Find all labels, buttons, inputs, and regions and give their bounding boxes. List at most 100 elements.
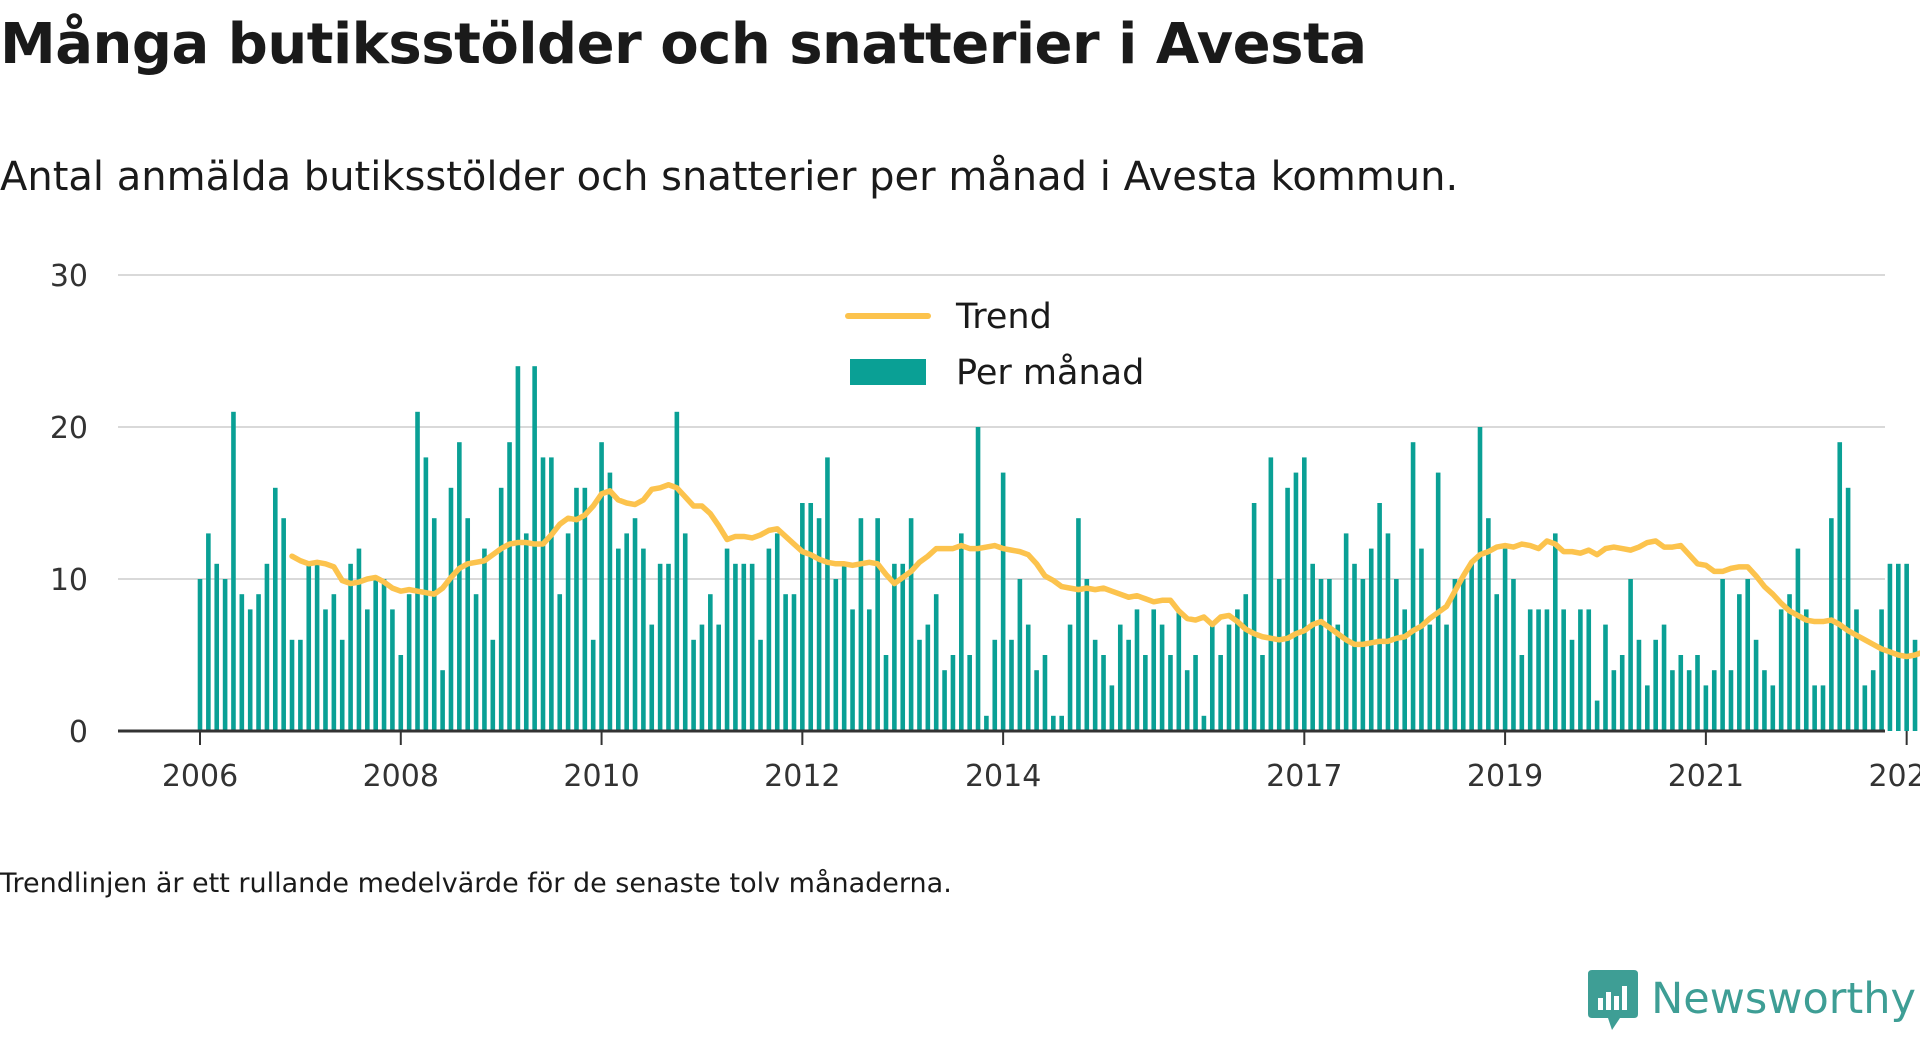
bar: [1795, 548, 1801, 731]
bar: [1360, 579, 1366, 731]
bar: [1829, 518, 1834, 731]
bar: [1009, 639, 1014, 731]
bar: [783, 594, 788, 731]
bar: [1243, 594, 1249, 731]
bar: [1109, 685, 1115, 731]
bar: [1092, 639, 1098, 731]
bar: [841, 563, 847, 731]
y-tick-label: 0: [69, 715, 88, 750]
bar: [1879, 609, 1884, 731]
bar: [1552, 533, 1558, 731]
bar: [1502, 548, 1508, 731]
bar: [1469, 563, 1474, 731]
bar: [1854, 609, 1859, 731]
bar: [532, 366, 537, 731]
bar: [1896, 563, 1901, 731]
bar: [557, 594, 563, 731]
bar: [674, 411, 680, 731]
bar: [1260, 655, 1265, 731]
bar: [1193, 655, 1198, 731]
bar: [1711, 670, 1717, 731]
bar: [1017, 579, 1023, 731]
bar: [440, 670, 445, 731]
bar: [272, 487, 278, 731]
bar: [749, 563, 755, 731]
bar: [398, 655, 404, 731]
bar: [1645, 685, 1650, 731]
chart-area: 0 10 20 30 2006 2008 2010 2012 2014 2017 2019 2021 2…: [50, 259, 1920, 794]
bar: [1737, 594, 1742, 731]
bar: [1812, 685, 1817, 731]
bar: [1168, 655, 1173, 731]
legend: Trend Per månad: [845, 297, 1144, 393]
bar: [1778, 609, 1784, 731]
x-tick-label: 2014: [965, 759, 1041, 794]
bar: [1519, 655, 1525, 731]
bar: [866, 609, 872, 731]
bar: [774, 533, 780, 731]
footnote: Trendlinjen är ett rullande medelvärde f…: [0, 868, 952, 899]
bar: [1226, 624, 1232, 731]
bar: [1561, 609, 1566, 731]
y-tick-label: 20: [50, 411, 88, 446]
bar: [490, 639, 496, 731]
bar: [607, 472, 613, 731]
bar: [1143, 655, 1148, 731]
bar: [1034, 670, 1039, 731]
bar: [1619, 655, 1625, 731]
bar: [666, 563, 671, 731]
bar: [431, 518, 437, 731]
bar: [808, 503, 814, 731]
x-tick-label: 2012: [764, 759, 840, 794]
bar: [1076, 518, 1081, 731]
trend-line: [289, 482, 1920, 660]
bar: [624, 533, 629, 731]
bar: [657, 563, 663, 731]
bar: [1678, 655, 1684, 731]
bar: [1762, 670, 1767, 731]
x-tick-label: 2008: [363, 759, 439, 794]
bar: [1201, 715, 1207, 731]
bar: [1000, 472, 1006, 731]
bar: [766, 548, 772, 731]
bar: [498, 487, 504, 731]
bar: [1728, 670, 1734, 731]
bar: [1636, 639, 1642, 731]
x-tick-label: 2021: [1668, 759, 1744, 794]
bar: [1327, 579, 1332, 731]
bar: [365, 609, 370, 731]
bar: [1611, 670, 1617, 731]
chart-title: Många butiksstölder och snatterier i Ave…: [0, 12, 1367, 77]
bar: [892, 563, 897, 731]
bar: [1511, 579, 1516, 731]
bar: [339, 639, 345, 731]
bar: [1276, 579, 1282, 731]
bar: [1184, 670, 1190, 731]
bar: [457, 442, 462, 731]
bar: [1318, 579, 1324, 731]
chart-subtitle: Antal anmälda butiksstölder och snatteri…: [0, 154, 1459, 200]
bar: [691, 639, 696, 731]
bar: [1427, 624, 1433, 731]
bar: [523, 533, 529, 731]
bar: [549, 457, 554, 731]
bar: [590, 639, 596, 731]
bar: [1603, 624, 1608, 731]
bar: [448, 487, 454, 731]
x-tick-label: 2006: [162, 759, 238, 794]
bar: [992, 639, 998, 731]
x-tick-label: 2019: [1467, 759, 1543, 794]
bar: [1820, 685, 1826, 731]
bar: [733, 563, 738, 731]
bar: [540, 457, 546, 731]
bar: [582, 487, 588, 731]
bar: [348, 563, 353, 731]
brand-name: Newsworthy: [1651, 974, 1916, 1024]
bar: [1151, 609, 1157, 731]
bar: [482, 548, 487, 731]
bar: [758, 639, 763, 731]
bar: [1285, 487, 1290, 731]
bar: [959, 533, 964, 731]
bar: [1661, 624, 1667, 731]
bar: [1452, 579, 1458, 731]
